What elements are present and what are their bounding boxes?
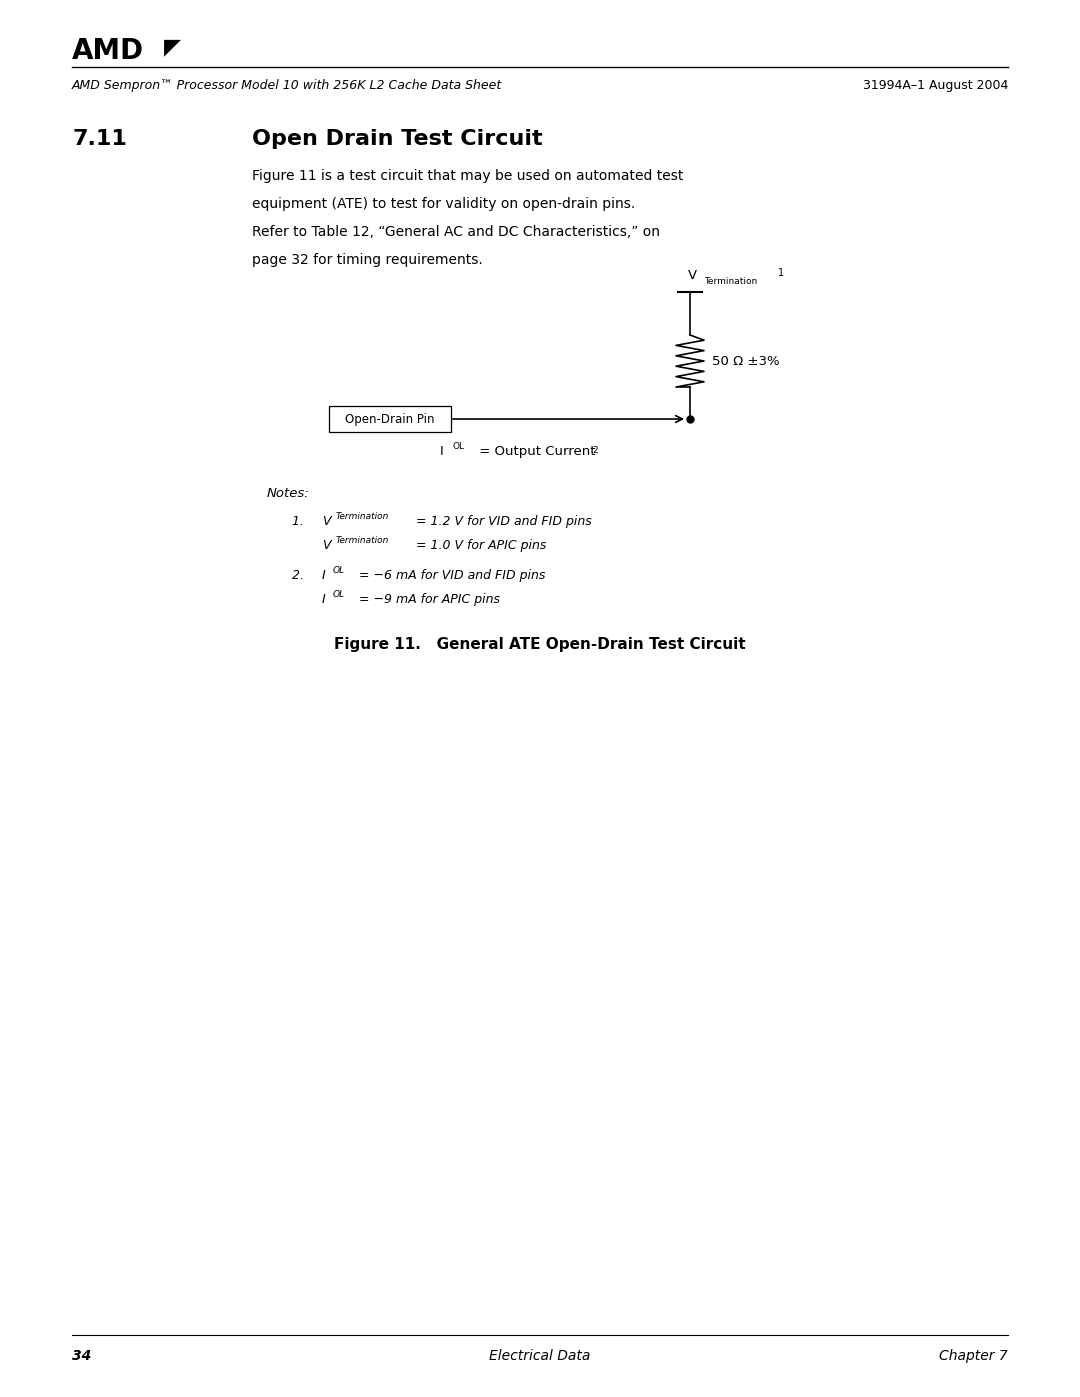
Text: Termination: Termination (336, 511, 390, 521)
Text: Termination: Termination (704, 277, 757, 286)
Text: V: V (322, 539, 330, 552)
Text: = 1.0 V for APIC pins: = 1.0 V for APIC pins (411, 539, 546, 552)
Text: 2: 2 (592, 446, 597, 455)
Text: V: V (322, 515, 330, 528)
Text: Chapter 7: Chapter 7 (940, 1350, 1008, 1363)
Text: I: I (440, 446, 444, 458)
Text: = −6 mA for VID and FID pins: = −6 mA for VID and FID pins (355, 569, 545, 583)
Text: AMD: AMD (72, 36, 144, 66)
Text: AMD Sempron™ Processor Model 10 with 256K L2 Cache Data Sheet: AMD Sempron™ Processor Model 10 with 256… (72, 80, 502, 92)
Text: 1.: 1. (292, 515, 312, 528)
Text: Electrical Data: Electrical Data (489, 1350, 591, 1363)
Text: I: I (322, 569, 326, 583)
FancyBboxPatch shape (329, 407, 451, 432)
Text: OL: OL (453, 441, 464, 451)
Text: Open Drain Test Circuit: Open Drain Test Circuit (252, 129, 542, 149)
Text: 2.: 2. (292, 569, 312, 583)
Text: Figure 11 is a test circuit that may be used on automated test: Figure 11 is a test circuit that may be … (252, 169, 684, 183)
Text: Termination: Termination (336, 536, 390, 545)
Text: 31994A–1 August 2004: 31994A–1 August 2004 (863, 80, 1008, 92)
Text: Refer to Table 12, “General AC and DC Characteristics,” on: Refer to Table 12, “General AC and DC Ch… (252, 225, 660, 239)
Text: I: I (322, 592, 326, 606)
Text: = Output Current: = Output Current (475, 446, 595, 458)
Text: = −9 mA for APIC pins: = −9 mA for APIC pins (355, 592, 500, 606)
Text: page 32 for timing requirements.: page 32 for timing requirements. (252, 253, 483, 267)
Text: = 1.2 V for VID and FID pins: = 1.2 V for VID and FID pins (411, 515, 592, 528)
Text: Open-Drain Pin: Open-Drain Pin (346, 412, 435, 426)
Text: OL: OL (333, 566, 346, 576)
Text: V: V (688, 270, 697, 282)
Text: 34: 34 (72, 1350, 91, 1363)
Text: 1: 1 (778, 268, 784, 278)
Text: OL: OL (333, 590, 346, 599)
Text: ◤: ◤ (164, 36, 181, 57)
Text: equipment (ATE) to test for validity on open-drain pins.: equipment (ATE) to test for validity on … (252, 197, 635, 211)
Text: 50 Ω ±3%: 50 Ω ±3% (712, 355, 780, 367)
Text: Figure 11.   General ATE Open-Drain Test Circuit: Figure 11. General ATE Open-Drain Test C… (334, 637, 746, 652)
Text: Notes:: Notes: (267, 488, 310, 500)
Text: 7.11: 7.11 (72, 129, 126, 149)
